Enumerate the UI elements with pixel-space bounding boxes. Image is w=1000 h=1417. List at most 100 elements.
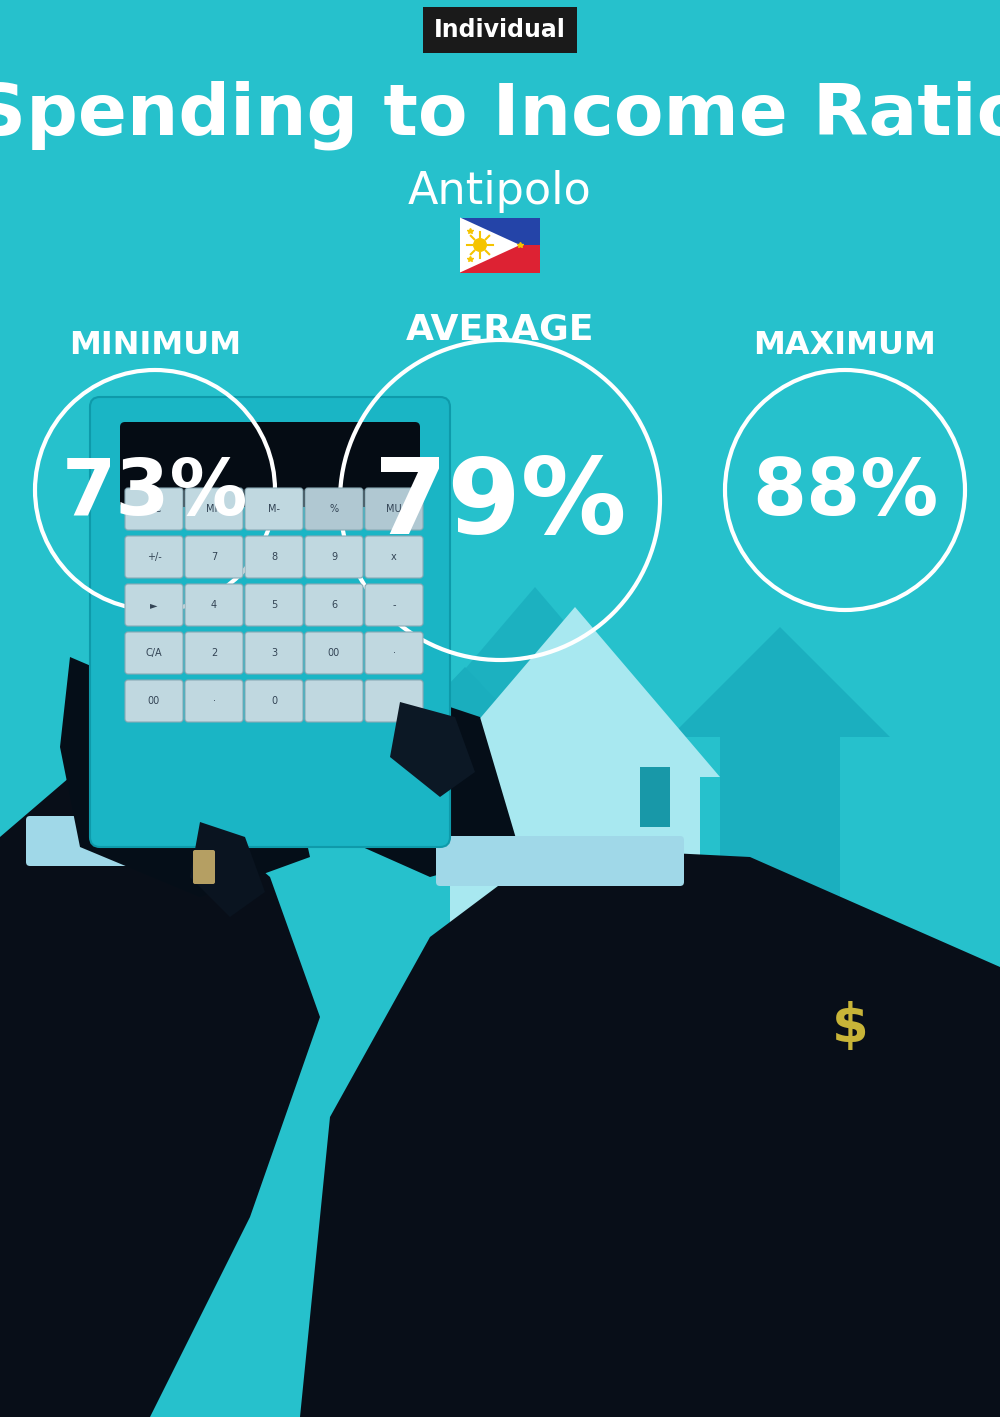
Text: 3: 3 xyxy=(271,648,277,657)
Circle shape xyxy=(720,998,840,1117)
Circle shape xyxy=(728,1110,752,1134)
Polygon shape xyxy=(390,701,475,796)
Polygon shape xyxy=(190,822,265,917)
FancyBboxPatch shape xyxy=(245,536,303,578)
Text: M-: M- xyxy=(268,504,280,514)
Polygon shape xyxy=(300,847,1000,1417)
Polygon shape xyxy=(60,657,310,897)
Text: ►: ► xyxy=(150,599,158,609)
Text: $: $ xyxy=(767,1040,793,1074)
Text: MR: MR xyxy=(206,504,222,514)
Text: Individual: Individual xyxy=(434,18,566,43)
Text: -: - xyxy=(392,599,396,609)
FancyBboxPatch shape xyxy=(365,584,423,626)
Bar xyxy=(450,777,700,976)
FancyBboxPatch shape xyxy=(125,632,183,674)
Bar xyxy=(830,930,870,955)
Text: C/A: C/A xyxy=(146,648,162,657)
Text: 88%: 88% xyxy=(752,455,938,531)
FancyBboxPatch shape xyxy=(245,584,303,626)
FancyBboxPatch shape xyxy=(365,632,423,674)
Text: $: $ xyxy=(832,1000,868,1053)
FancyBboxPatch shape xyxy=(185,487,243,530)
Circle shape xyxy=(473,238,487,252)
FancyBboxPatch shape xyxy=(365,536,423,578)
Text: ·: · xyxy=(212,696,216,706)
Text: +/-: +/- xyxy=(147,553,161,563)
FancyBboxPatch shape xyxy=(245,680,303,723)
Bar xyxy=(700,1067,870,1077)
FancyBboxPatch shape xyxy=(365,680,423,723)
FancyBboxPatch shape xyxy=(125,487,183,530)
FancyBboxPatch shape xyxy=(365,487,423,530)
FancyBboxPatch shape xyxy=(185,536,243,578)
FancyBboxPatch shape xyxy=(305,487,363,530)
Bar xyxy=(700,1034,870,1044)
Bar xyxy=(460,245,540,272)
Text: MC: MC xyxy=(146,504,162,514)
Bar xyxy=(640,767,670,828)
FancyBboxPatch shape xyxy=(193,850,215,884)
Circle shape xyxy=(708,1110,732,1134)
Text: 4: 4 xyxy=(211,599,217,609)
Circle shape xyxy=(748,1110,772,1134)
FancyBboxPatch shape xyxy=(90,397,450,847)
Text: 2: 2 xyxy=(211,648,217,657)
Bar xyxy=(580,857,630,976)
FancyBboxPatch shape xyxy=(245,487,303,530)
Text: MINIMUM: MINIMUM xyxy=(69,330,241,360)
Text: 00: 00 xyxy=(148,696,160,706)
Text: 73%: 73% xyxy=(62,455,248,531)
Polygon shape xyxy=(310,687,520,877)
Text: 5: 5 xyxy=(271,599,277,609)
Bar xyxy=(765,983,795,1002)
Text: AVERAGE: AVERAGE xyxy=(406,313,594,347)
Text: 6: 6 xyxy=(331,599,337,609)
FancyBboxPatch shape xyxy=(305,632,363,674)
Text: 00: 00 xyxy=(328,648,340,657)
Circle shape xyxy=(770,947,930,1107)
FancyBboxPatch shape xyxy=(185,680,243,723)
Text: 7: 7 xyxy=(211,553,217,563)
Text: 9: 9 xyxy=(331,553,337,563)
FancyBboxPatch shape xyxy=(185,584,243,626)
FancyBboxPatch shape xyxy=(436,836,684,886)
FancyBboxPatch shape xyxy=(185,632,243,674)
Text: MAXIMUM: MAXIMUM xyxy=(754,330,936,360)
Text: ·: · xyxy=(392,648,396,657)
Polygon shape xyxy=(545,707,695,1017)
FancyBboxPatch shape xyxy=(305,536,363,578)
Bar xyxy=(700,1078,870,1088)
FancyBboxPatch shape xyxy=(125,536,183,578)
Polygon shape xyxy=(455,757,565,966)
Text: 8: 8 xyxy=(271,553,277,563)
Bar xyxy=(700,1044,870,1056)
Text: MU: MU xyxy=(386,504,402,514)
Text: %: % xyxy=(329,504,339,514)
FancyBboxPatch shape xyxy=(245,632,303,674)
FancyBboxPatch shape xyxy=(125,680,183,723)
Bar xyxy=(530,857,580,976)
FancyBboxPatch shape xyxy=(26,816,224,866)
Polygon shape xyxy=(430,606,720,777)
Text: Antipolo: Antipolo xyxy=(408,170,592,213)
Text: 0: 0 xyxy=(271,696,277,706)
Bar xyxy=(700,1056,870,1066)
Polygon shape xyxy=(380,667,550,757)
FancyBboxPatch shape xyxy=(305,680,363,723)
Polygon shape xyxy=(390,587,680,757)
Bar xyxy=(460,217,540,245)
Text: x: x xyxy=(391,553,397,563)
Polygon shape xyxy=(670,626,890,1047)
Text: Spending to Income Ratio: Spending to Income Ratio xyxy=(0,79,1000,150)
Bar xyxy=(390,757,540,837)
FancyBboxPatch shape xyxy=(120,422,420,507)
Bar xyxy=(700,1090,870,1100)
FancyBboxPatch shape xyxy=(125,584,183,626)
Bar xyxy=(700,1100,870,1110)
Text: 79%: 79% xyxy=(374,453,626,555)
FancyBboxPatch shape xyxy=(305,584,363,626)
Polygon shape xyxy=(460,217,520,272)
Bar xyxy=(700,1111,870,1121)
Polygon shape xyxy=(0,777,320,1417)
